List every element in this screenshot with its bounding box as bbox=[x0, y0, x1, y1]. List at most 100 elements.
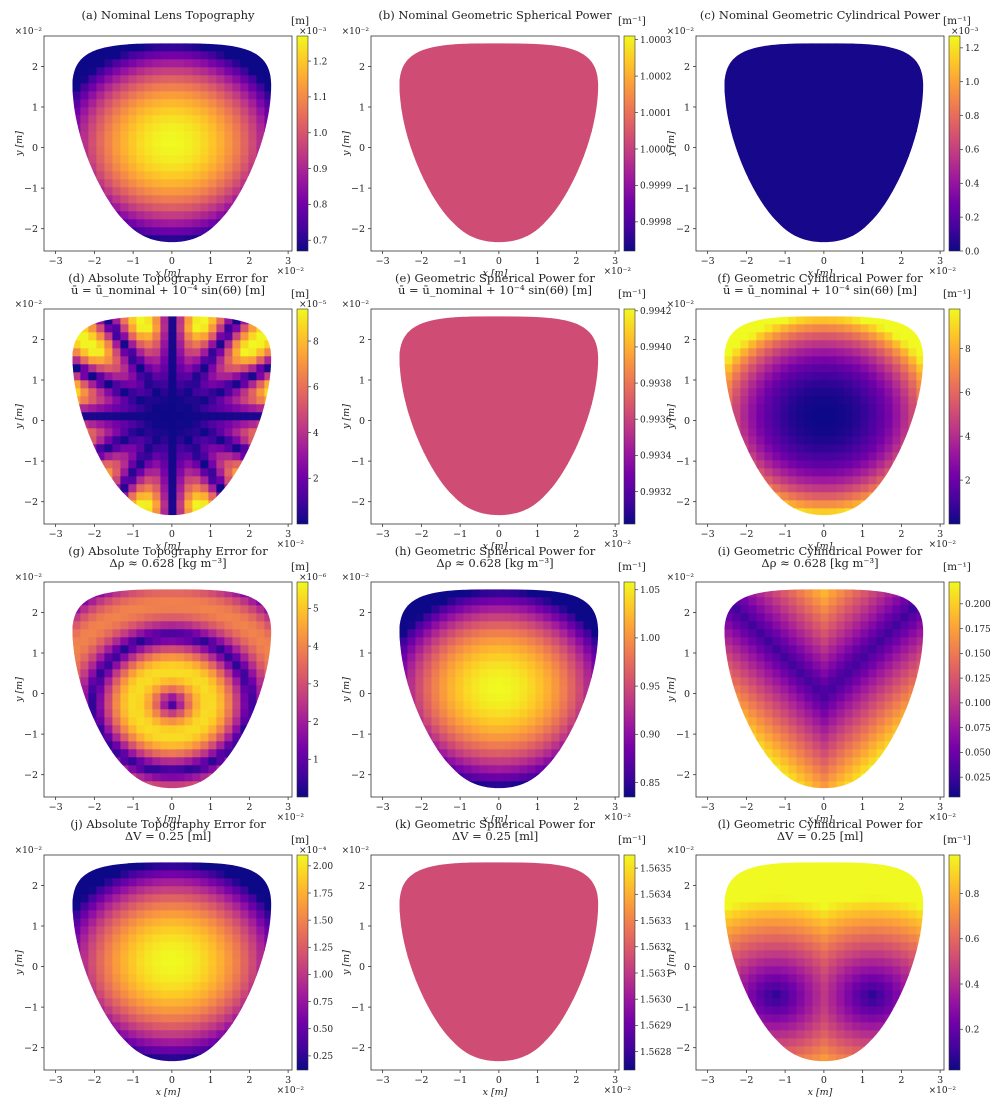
heat-cell bbox=[224, 460, 233, 469]
heat-cell bbox=[916, 219, 924, 228]
heat-cell bbox=[788, 340, 797, 349]
heat-cell bbox=[72, 629, 73, 638]
heat-cell bbox=[80, 589, 89, 598]
heat-cell bbox=[748, 139, 757, 148]
heat-cell bbox=[463, 67, 472, 76]
heat-cell bbox=[423, 324, 432, 333]
heat-cell bbox=[224, 51, 233, 60]
heat-cell bbox=[852, 195, 861, 204]
heat-cell bbox=[884, 51, 893, 60]
heat-cell bbox=[96, 428, 105, 437]
heat-cell bbox=[184, 372, 193, 381]
heat-cell bbox=[868, 203, 877, 212]
heat-cell bbox=[764, 452, 773, 461]
heat-cell bbox=[423, 163, 432, 172]
x-axis-exponent: ×10⁻² bbox=[604, 540, 632, 550]
heat-cell bbox=[112, 757, 121, 766]
heat-cell bbox=[607, 195, 616, 204]
heat-cell bbox=[708, 131, 717, 140]
heat-cell bbox=[932, 340, 941, 349]
heat-cell bbox=[455, 348, 464, 357]
heat-cell bbox=[543, 115, 552, 124]
heat-cell bbox=[72, 661, 73, 670]
heat-cell bbox=[407, 340, 416, 349]
heat-cell bbox=[535, 484, 544, 493]
heat-cell bbox=[876, 492, 885, 501]
heat-cell bbox=[216, 51, 225, 60]
heat-cell bbox=[932, 211, 941, 220]
heat-cell bbox=[764, 444, 773, 453]
heat-cell bbox=[455, 131, 464, 140]
heat-cell bbox=[447, 219, 456, 228]
heat-cell bbox=[248, 123, 257, 132]
heat-cell bbox=[924, 508, 933, 517]
heat-cell bbox=[423, 123, 432, 132]
heat-cell bbox=[884, 356, 893, 365]
heat-cell bbox=[208, 115, 217, 124]
heat-cell bbox=[168, 404, 177, 413]
heat-cell bbox=[471, 412, 480, 421]
y-tick-label: 0 bbox=[32, 416, 38, 427]
heat-cell bbox=[72, 43, 81, 52]
heat-cell bbox=[591, 492, 599, 501]
heat-cell bbox=[844, 388, 853, 397]
heat-cell bbox=[868, 316, 877, 325]
heat-cell bbox=[892, 396, 901, 405]
heat-cell bbox=[144, 316, 153, 325]
heat-cell bbox=[399, 340, 408, 349]
heat-cell bbox=[80, 436, 89, 445]
heat-cell bbox=[72, 508, 81, 516]
heat-cell bbox=[487, 187, 496, 196]
heat-cell bbox=[104, 131, 113, 140]
heat-cell bbox=[607, 396, 616, 405]
heat-cell bbox=[80, 155, 89, 164]
heat-cell bbox=[415, 412, 424, 421]
heat-cell bbox=[112, 115, 121, 124]
heat-cell bbox=[852, 211, 861, 220]
heat-cell bbox=[280, 492, 289, 501]
heat-cell bbox=[764, 420, 773, 429]
heat-cell bbox=[232, 43, 241, 52]
heat-cell bbox=[447, 75, 456, 84]
heat-cell bbox=[519, 235, 528, 243]
heat-cell bbox=[567, 388, 576, 397]
heat-cell bbox=[836, 219, 845, 228]
heat-cell bbox=[447, 83, 456, 92]
heat-cell bbox=[168, 139, 177, 148]
heat-cell bbox=[152, 645, 161, 654]
heat-cell bbox=[120, 227, 129, 236]
heat-cell bbox=[455, 444, 464, 453]
heat-cell bbox=[216, 171, 225, 180]
heat-cell bbox=[551, 139, 560, 148]
heat-cell bbox=[184, 123, 193, 132]
heat-cell bbox=[112, 155, 121, 164]
heat-cell bbox=[216, 211, 225, 220]
axes-frame bbox=[695, 308, 945, 525]
heat-cell bbox=[104, 147, 113, 156]
heat-cell bbox=[104, 59, 113, 68]
heat-cell bbox=[455, 83, 464, 92]
heat-cell bbox=[72, 187, 73, 196]
heat-cell bbox=[932, 364, 941, 373]
heat-cell bbox=[80, 725, 89, 734]
heat-cell bbox=[399, 203, 408, 212]
y-tick-label: 1 bbox=[32, 375, 38, 386]
heat-cell bbox=[56, 653, 65, 662]
heat-cell bbox=[160, 227, 169, 236]
heat-cell bbox=[216, 324, 225, 333]
heat-cell bbox=[543, 460, 552, 469]
heat-cell bbox=[740, 484, 749, 493]
heat-cell bbox=[836, 43, 845, 52]
heat-cell bbox=[868, 356, 877, 365]
heat-cell bbox=[724, 356, 733, 365]
heat-cell bbox=[527, 227, 536, 236]
heat-cell bbox=[431, 43, 440, 52]
heat-cell bbox=[248, 476, 257, 485]
heat-cell bbox=[756, 364, 765, 373]
heat-cell bbox=[112, 43, 121, 52]
heat-cell bbox=[152, 404, 161, 413]
heat-cell bbox=[575, 412, 584, 421]
heat-cell bbox=[431, 508, 440, 516]
heat-cell bbox=[72, 316, 81, 325]
heat-cell bbox=[892, 492, 901, 501]
